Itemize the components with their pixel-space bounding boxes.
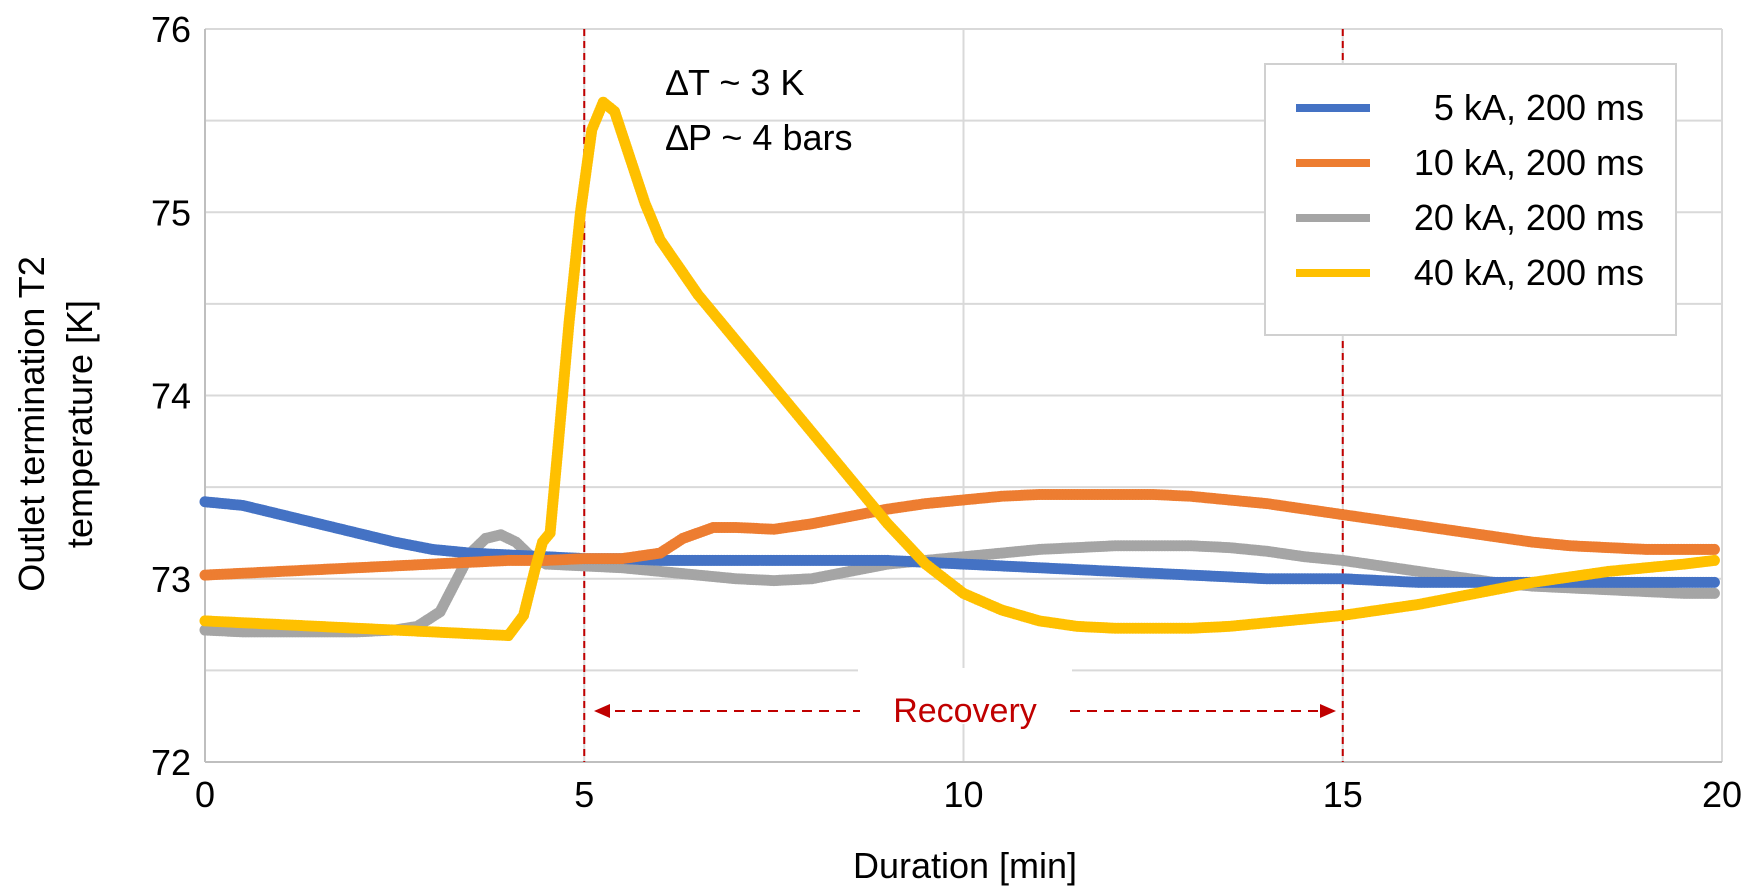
delta-t-annotation: ∆T ~ 3 K — [666, 62, 804, 103]
y-tick-label: 73 — [151, 559, 191, 600]
y-axis-label: Outlet termination T2 temperature [K] — [11, 256, 100, 592]
y-tick-label: 76 — [151, 9, 191, 50]
data-point — [1708, 554, 1720, 566]
series-10-ka-200-ms — [199, 488, 1720, 581]
recovery-arrowhead-left — [594, 704, 610, 718]
series-40-ka-200-ms — [199, 96, 1720, 642]
y-tick-label: 72 — [151, 742, 191, 783]
legend-label: 5 kA, 200 ms — [1434, 87, 1644, 128]
x-tick-label: 0 — [195, 774, 215, 815]
x-tick-label: 5 — [574, 774, 594, 815]
x-axis-label: Duration [min] — [853, 845, 1077, 886]
y-tick-label: 74 — [151, 376, 191, 417]
recovery-annotation: Recovery — [594, 668, 1336, 730]
recovery-arrowhead-right — [1320, 704, 1336, 718]
axes-layer: 72 73 74 75 76 0 5 10 15 20 — [151, 9, 1742, 815]
data-point — [1708, 543, 1720, 555]
series-layer — [199, 96, 1720, 642]
data-point — [1708, 587, 1720, 599]
recovery-label: Recovery — [893, 692, 1037, 730]
recovery-label-background — [858, 668, 1072, 724]
y-axis-label-line-1: Outlet termination T2 — [11, 256, 52, 592]
series-5-ka-200-ms — [199, 496, 1720, 588]
legend-label: 40 kA, 200 ms — [1414, 252, 1644, 293]
y-axis-label-line-2: temperature [K] — [59, 300, 100, 548]
legend: 5 kA, 200 ms 10 kA, 200 ms 20 kA, 200 ms 40… — [1264, 63, 1677, 336]
y-tick-label: 75 — [151, 192, 191, 233]
legend-label: 20 kA, 200 ms — [1414, 197, 1644, 238]
data-point — [1708, 576, 1720, 588]
x-tick-label: 20 — [1702, 774, 1742, 815]
legend-label: 10 kA, 200 ms — [1414, 142, 1644, 183]
delta-p-annotation: ∆P ~ 4 bars — [666, 117, 852, 158]
x-tick-label: 10 — [943, 774, 983, 815]
x-tick-label: 15 — [1323, 774, 1363, 815]
